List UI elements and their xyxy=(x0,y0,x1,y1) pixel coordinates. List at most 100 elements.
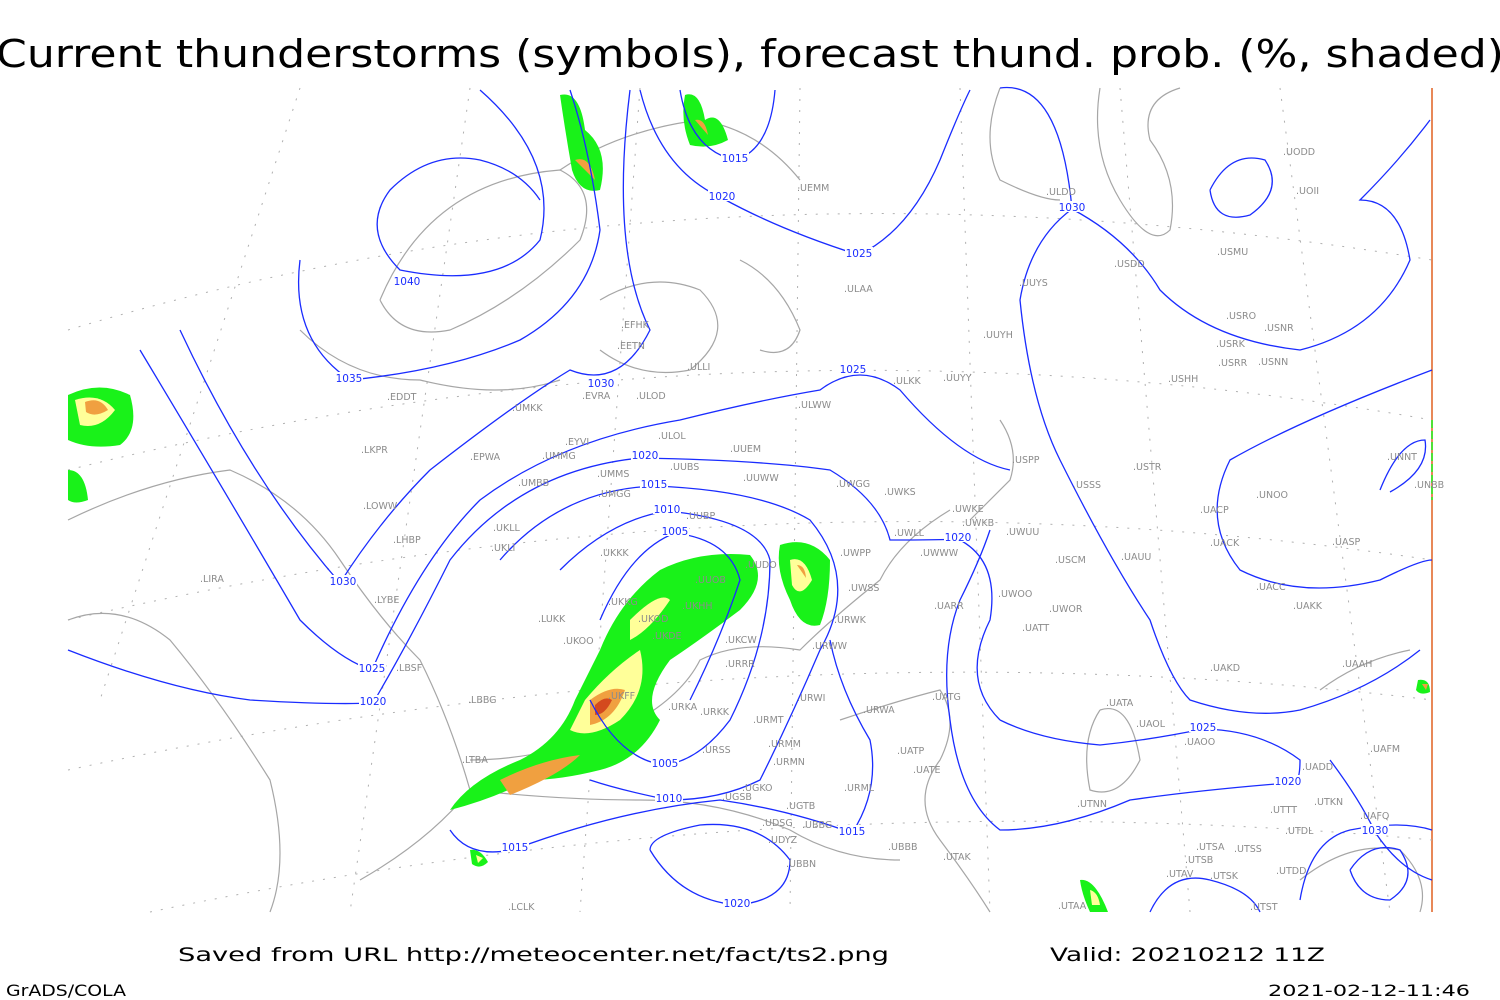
isobar-label-bg xyxy=(723,897,751,908)
station-label: .ULKK xyxy=(893,376,921,387)
station-label: .UTDD xyxy=(1276,866,1306,877)
station-label: .UAOO xyxy=(1184,737,1215,748)
station-label: .LOWW xyxy=(363,501,398,512)
station-label: .UUBS xyxy=(670,462,699,473)
coastline xyxy=(67,612,281,913)
station-label: .UUYY xyxy=(943,373,972,384)
timestamp-text: 2021-02-12-11:46 xyxy=(1268,981,1470,1000)
grid-line xyxy=(789,87,801,913)
coastline xyxy=(969,419,1014,521)
station-label: .UKFF xyxy=(608,691,635,702)
isobar-label-bg xyxy=(653,503,681,514)
isobar-label-bg xyxy=(651,757,679,768)
prob-shade-low xyxy=(683,94,728,147)
station-label: .URMT xyxy=(753,715,784,726)
isobar-label: 1030 xyxy=(330,576,357,588)
station-label: .UWOO xyxy=(998,589,1032,600)
station-label: .ULOL xyxy=(658,431,686,442)
station-label: .USSS xyxy=(1073,480,1101,491)
station-label: .UTKN xyxy=(1314,797,1343,808)
source-url-text: Saved from URL http://meteocenter.net/fa… xyxy=(178,944,889,966)
isobar-line xyxy=(179,89,651,585)
station-label: .UAKD xyxy=(1210,663,1240,674)
prob-shade-high xyxy=(1422,684,1428,690)
isobar-label: 1015 xyxy=(641,479,668,491)
grid-line xyxy=(349,87,471,913)
software-credit: GrADS/COLA xyxy=(6,981,126,1000)
station-label: .UOII xyxy=(1296,186,1319,197)
coastline xyxy=(469,789,901,861)
station-label: .LBSF xyxy=(396,663,422,674)
station-label: .UATP xyxy=(897,746,925,757)
grid-line xyxy=(1119,87,1191,913)
station-label: .UASP xyxy=(1332,537,1361,548)
station-label: .UWSS xyxy=(848,583,879,594)
isobar-label-bg xyxy=(655,792,683,803)
station-label: .UTNN xyxy=(1077,799,1107,810)
station-label: .UWOR xyxy=(1049,604,1083,615)
isobar-label: 1020 xyxy=(724,898,751,910)
station-label: .UAFQ xyxy=(1360,811,1389,822)
station-label: .UWWW xyxy=(920,548,959,559)
prob-shade-high xyxy=(595,698,612,715)
station-label: .UKOO xyxy=(563,636,594,647)
station-label: .UTDL xyxy=(1285,826,1314,837)
prob-shade-low xyxy=(560,94,603,191)
station-label: .UUYS xyxy=(1019,278,1048,289)
station-label: .ULWW xyxy=(798,400,832,411)
station-label: .URKA xyxy=(668,702,698,713)
isobar-label-bg xyxy=(721,152,749,163)
station-label: .LTBA xyxy=(462,755,488,766)
isobar-label-bg xyxy=(845,247,873,258)
isobar-label-bg xyxy=(640,478,668,489)
station-label: .UNBB xyxy=(1414,480,1444,491)
isobar-label-bg xyxy=(359,695,387,706)
grid-line xyxy=(1279,87,1391,913)
station-label: .UWUU xyxy=(1006,527,1039,538)
station-label: .UGKO xyxy=(742,783,773,794)
isobar-label-bg xyxy=(708,190,736,201)
grid-line xyxy=(99,87,301,701)
isobar-line xyxy=(1299,824,1433,901)
station-label: .UWKB xyxy=(962,518,994,529)
station-label: .URRR xyxy=(725,659,755,670)
station-label: .UUDO xyxy=(745,560,777,571)
isobar-label-bg xyxy=(1058,201,1086,212)
station-label: .UAFM xyxy=(1370,744,1400,755)
station-label: .UKKG xyxy=(608,597,638,608)
station-label: .LUKK xyxy=(538,614,566,625)
station-label: .ULAA xyxy=(844,284,873,295)
isobar-label: 1010 xyxy=(656,793,683,805)
prob-shade-low xyxy=(68,470,88,503)
station-label: .UBBB xyxy=(888,842,918,853)
station-label: .URWI xyxy=(797,693,825,704)
isobar-label: 1040 xyxy=(394,276,421,288)
map-title: Current thunderstorms (symbols), forecas… xyxy=(0,32,1500,76)
isobar-label-bg xyxy=(393,275,421,286)
coastline xyxy=(839,689,991,913)
isobar-line xyxy=(1209,157,1273,218)
coastline xyxy=(469,509,951,761)
prob-shade-low xyxy=(1416,679,1430,694)
station-label: .USDD xyxy=(1114,259,1145,270)
station-label: .UEMM xyxy=(797,183,829,194)
station-label: .URWW xyxy=(812,641,848,652)
station-label: .URML xyxy=(844,783,875,794)
prob-shade-high xyxy=(695,119,708,135)
station-label: .UWKS xyxy=(884,487,916,498)
station-label: .UACP xyxy=(1200,505,1229,516)
station-label: .USPP xyxy=(1012,455,1040,466)
isobar-line xyxy=(649,823,791,906)
isobar-label: 1020 xyxy=(709,191,736,203)
station-label: .UADD xyxy=(1302,762,1333,773)
station-label: .UATE xyxy=(913,765,941,776)
station-label: .UWKE xyxy=(952,504,984,515)
station-label: .USMU xyxy=(1217,247,1248,258)
station-label: .LIRA xyxy=(200,574,224,585)
station-label: .UTSK xyxy=(1210,871,1239,882)
station-label: .UATA xyxy=(1106,698,1134,709)
station-label: .USRO xyxy=(1226,311,1256,322)
isobar-label: 1025 xyxy=(846,248,873,260)
isobar-line xyxy=(946,529,1301,831)
station-label: .URWA xyxy=(863,705,895,716)
